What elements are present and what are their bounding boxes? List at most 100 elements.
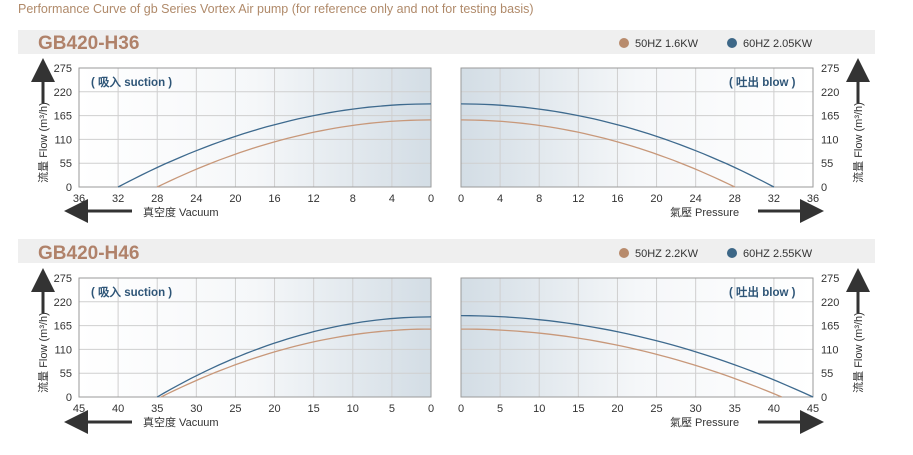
model-title: GB420-H36: [38, 33, 139, 54]
y-tick-label-left: 275: [54, 273, 72, 285]
x-tick-label: 35: [729, 403, 741, 415]
y-tick-label-right: 275: [821, 273, 839, 285]
curve-blow-50hz: [460, 119, 736, 188]
y-tick-label-right: 55: [821, 158, 833, 170]
y-tick-label-right: 0: [821, 182, 827, 194]
chart-group: GB420-H36 50HZ 1.6KW 60HZ 2.05KW 36 32 28 24 20…: [18, 30, 875, 434]
x-tick-label: 40: [112, 403, 124, 415]
x-tick-label: 30: [190, 403, 202, 415]
x-tick-label: 20: [268, 403, 280, 415]
curve-suction-60hz: [156, 316, 432, 398]
y-tick-label-left: 165: [54, 111, 72, 123]
curve-blow-60hz: [460, 103, 775, 188]
y-tick-label-left: 0: [66, 392, 72, 404]
y-tick-label-right: 55: [821, 368, 833, 380]
x-tick-label: 4: [389, 193, 395, 205]
x-tick-label: 30: [690, 403, 702, 415]
legend-label: 60HZ 2.55KW: [743, 248, 813, 260]
x-tick-label: 45: [73, 403, 85, 415]
x-tick-label: 24: [690, 193, 702, 205]
y-tick-label-left: 55: [60, 368, 72, 380]
x-tick-label: 28: [729, 193, 741, 205]
y-tick-label-right: 220: [821, 87, 839, 99]
x-tick-label: 16: [268, 193, 280, 205]
x-tick-label: 0: [428, 193, 434, 205]
panel-background: [461, 68, 813, 187]
legend-label: 60HZ 2.05KW: [743, 38, 813, 50]
y-tick-label-right: 0: [821, 392, 827, 404]
panel-suction: 45 40 35 30 25 20 15 10 5 0 ( 吸入 suction ) 真空度 Vacu…: [64, 277, 434, 434]
legend-marker: [727, 38, 737, 48]
x-tick-label: 36: [73, 193, 85, 205]
y-tick-label-right: 165: [821, 111, 839, 123]
y-axis-label-right: 流量 Flow (m³/h): [851, 312, 865, 393]
y-tick-label-left: 110: [54, 134, 72, 146]
y-axis-label-left: 流量 Flow (m³/h): [36, 312, 50, 393]
x-tick-label: 0: [428, 403, 434, 415]
x-axis-label-pressure: 氣壓 Pressure: [670, 415, 739, 429]
panel-frame: [78, 67, 432, 188]
x-tick-label: 20: [611, 403, 623, 415]
y-tick-label-right: 110: [821, 134, 839, 146]
legend-marker: [619, 248, 629, 258]
legend-marker: [727, 248, 737, 258]
legend-marker: [619, 38, 629, 48]
curve-blow-60hz: [460, 314, 814, 398]
x-tick-label: 15: [572, 403, 584, 415]
x-tick-label: 15: [308, 403, 320, 415]
x-tick-label: 24: [190, 193, 202, 205]
x-tick-label: 25: [229, 403, 241, 415]
y-axis-label-right: 流量 Flow (m³/h): [851, 102, 865, 183]
legend-label: 50HZ 1.6KW: [635, 38, 699, 50]
x-axis-label-vacuum: 真空度 Vacuum: [143, 415, 219, 429]
panel-frame: [460, 277, 814, 398]
y-tick-label-right: 275: [821, 63, 839, 75]
x-tick-label: 10: [347, 403, 359, 415]
curve-suction-50hz: [156, 119, 432, 188]
y-tick-label-left: 110: [54, 344, 72, 356]
x-axis-label-pressure: 氣壓 Pressure: [670, 205, 739, 219]
chart-gb420-h46: GB420-H46 50HZ 2.2KW 60HZ 2.55KW 45 40 35 30 25…: [18, 239, 875, 434]
panel-blow: 0 5 10 15 20 25 30 35 40 45 ( 吐出 blow ) 氣壓 Pressure: [458, 277, 824, 434]
curve-suction-60hz: [117, 103, 432, 188]
y-tick-label-left: 220: [54, 87, 72, 99]
y-tick-label-right: 220: [821, 297, 839, 309]
x-tick-label: 8: [350, 193, 356, 205]
y-tick-label-left: 275: [54, 63, 72, 75]
y-tick-label-right: 110: [821, 344, 839, 356]
x-tick-label: 45: [807, 403, 819, 415]
y-tick-label-left: 0: [66, 182, 72, 194]
panel-frame: [460, 67, 814, 188]
x-tick-label: 5: [389, 403, 395, 415]
panel-blow: 0 4 8 12 16 20 24 28 32 36 ( 吐出 blow ) 氣壓 Pressure: [458, 67, 824, 223]
x-tick-label: 0: [458, 193, 464, 205]
x-tick-label: 28: [151, 193, 163, 205]
y-tick-label-left: 165: [54, 321, 72, 333]
y-tick-label-left: 220: [54, 297, 72, 309]
region-label-blow: ( 吐出 blow ): [729, 285, 796, 299]
model-title: GB420-H46: [38, 243, 139, 264]
x-tick-label: 32: [768, 193, 780, 205]
legend-label: 50HZ 2.2KW: [635, 248, 699, 260]
page-title: Performance Curve of gb Series Vortex Ai…: [18, 2, 534, 16]
x-tick-label: 32: [112, 193, 124, 205]
x-tick-label: 4: [497, 193, 503, 205]
x-tick-label: 12: [572, 193, 584, 205]
x-tick-label: 10: [533, 403, 545, 415]
x-tick-label: 0: [458, 403, 464, 415]
curve-blow-50hz: [461, 328, 782, 398]
x-tick-label: 8: [536, 193, 542, 205]
region-label-suction: ( 吸入 suction ): [91, 76, 172, 89]
x-tick-label: 20: [650, 193, 662, 205]
region-label-blow: ( 吐出 blow ): [729, 75, 796, 89]
panel-background: [79, 278, 431, 397]
panel-background: [461, 278, 813, 397]
x-tick-label: 5: [497, 403, 503, 415]
x-tick-label: 12: [308, 193, 320, 205]
curve-suction-50hz: [160, 328, 431, 398]
x-axis-label-vacuum: 真空度 Vacuum: [143, 205, 219, 219]
panel-background: [79, 68, 431, 187]
x-tick-label: 20: [229, 193, 241, 205]
y-axis-label-left: 流量 Flow (m³/h): [36, 102, 50, 183]
